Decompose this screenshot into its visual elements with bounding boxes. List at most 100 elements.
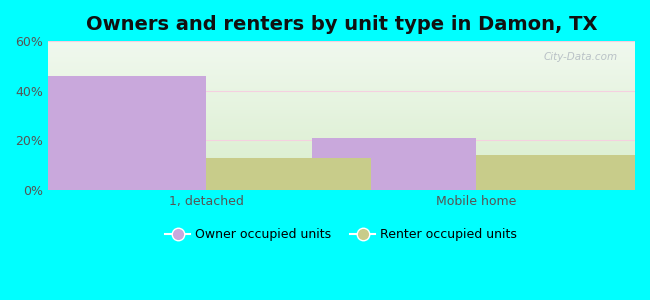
Bar [47, 144, 635, 145]
Bar [47, 55, 635, 56]
Bar [47, 128, 635, 129]
Bar [47, 126, 635, 127]
Bar [47, 77, 635, 78]
Bar [47, 41, 635, 42]
Bar [47, 47, 635, 48]
Bar [47, 49, 635, 50]
Bar [47, 125, 635, 126]
Bar [47, 68, 635, 69]
Bar [47, 104, 635, 105]
Bar [47, 182, 635, 183]
Bar [47, 101, 635, 102]
Bar [47, 145, 635, 146]
Bar [47, 178, 635, 179]
Bar [47, 189, 635, 190]
Bar [47, 118, 635, 119]
Bar [47, 179, 635, 180]
Bar [47, 59, 635, 60]
Bar [47, 64, 635, 65]
Bar [47, 143, 635, 144]
Bar [47, 176, 635, 177]
Bar [47, 138, 635, 139]
Bar [47, 71, 635, 72]
Bar [47, 114, 635, 115]
Bar [47, 53, 635, 54]
Bar [47, 142, 635, 143]
Bar [47, 120, 635, 121]
Bar [47, 180, 635, 181]
Bar [47, 187, 635, 188]
Bar [47, 76, 635, 77]
Bar [47, 183, 635, 184]
Bar [47, 62, 635, 63]
Bar [42, 76, 206, 190]
Bar [47, 149, 635, 150]
Bar [47, 167, 635, 168]
Bar [47, 103, 635, 104]
Bar [47, 131, 635, 132]
Bar [47, 188, 635, 189]
Bar [47, 166, 635, 167]
Bar [47, 163, 635, 164]
Bar [47, 61, 635, 62]
Bar [47, 65, 635, 66]
Bar [47, 90, 635, 91]
Bar [47, 94, 635, 95]
Bar [47, 112, 635, 113]
Bar [47, 96, 635, 97]
Bar [47, 132, 635, 133]
Bar [206, 158, 370, 190]
Bar [47, 80, 635, 81]
Bar [47, 121, 635, 122]
Bar [47, 57, 635, 58]
Bar [47, 154, 635, 155]
Bar [47, 172, 635, 173]
Bar [47, 156, 635, 157]
Bar [47, 151, 635, 152]
Bar [47, 153, 635, 154]
Bar [47, 185, 635, 186]
Bar [47, 81, 635, 82]
Bar [47, 111, 635, 112]
Bar [47, 72, 635, 73]
Bar [47, 74, 635, 75]
Bar [47, 147, 635, 148]
Bar [47, 93, 635, 94]
Bar [47, 136, 635, 137]
Bar [47, 61, 635, 62]
Bar [47, 88, 635, 89]
Bar [47, 158, 635, 159]
Bar [47, 108, 635, 109]
Bar [47, 165, 635, 166]
Bar [47, 50, 635, 51]
Bar [47, 56, 635, 57]
Bar [47, 184, 635, 185]
Bar [47, 42, 635, 43]
Bar [47, 83, 635, 84]
Bar [47, 51, 635, 52]
Bar [47, 60, 635, 61]
Bar [47, 150, 635, 151]
Bar [47, 168, 635, 169]
Bar [47, 173, 635, 174]
Bar [47, 139, 635, 140]
Bar [312, 138, 476, 190]
Bar [47, 123, 635, 124]
Bar [47, 75, 635, 76]
Bar [47, 129, 635, 130]
Bar [47, 73, 635, 74]
Bar [47, 105, 635, 106]
Bar [47, 134, 635, 135]
Bar [47, 155, 635, 156]
Bar [47, 85, 635, 86]
Bar [47, 117, 635, 118]
Bar [47, 54, 635, 55]
Bar [47, 124, 635, 125]
Bar [47, 58, 635, 59]
Bar [47, 152, 635, 153]
Bar [47, 97, 635, 98]
Bar [47, 102, 635, 103]
Bar [47, 133, 635, 134]
Bar [47, 146, 635, 147]
Bar [47, 164, 635, 165]
